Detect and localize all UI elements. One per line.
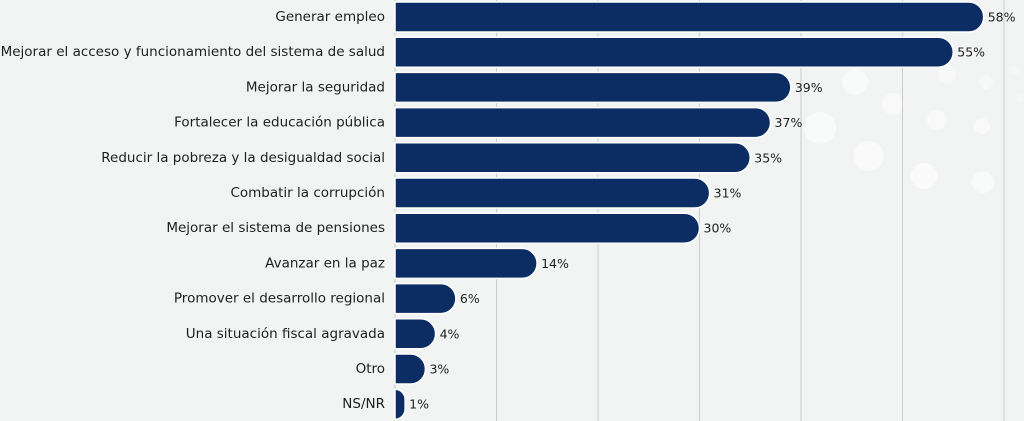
category-label: Fortalecer la educación pública xyxy=(174,115,385,131)
bar xyxy=(394,318,437,350)
value-label: 31% xyxy=(714,186,742,201)
decor-dot xyxy=(1016,94,1024,102)
decor-dot xyxy=(911,163,937,189)
value-label: 6% xyxy=(460,291,480,306)
bar xyxy=(394,247,538,280)
decor-dot xyxy=(960,43,970,53)
value-label: 30% xyxy=(704,221,732,236)
category-label: Avanzar en la paz xyxy=(265,255,385,271)
bar xyxy=(394,142,752,174)
category-label: Mejorar la seguridad xyxy=(246,79,385,95)
decor-dot xyxy=(972,171,994,193)
value-label: 55% xyxy=(957,45,985,60)
decor-dot xyxy=(842,69,868,95)
value-label: 58% xyxy=(988,10,1016,25)
decor-dot xyxy=(927,110,947,130)
decor-dot xyxy=(882,93,904,115)
value-labels: 58% 55% 39% 37% 35% 31% 30% 14% 6% 4% 3% 1% xyxy=(409,10,1015,412)
decor-dot xyxy=(854,141,884,171)
value-label: 3% xyxy=(429,362,449,377)
category-labels: Generar empleo Mejorar el acceso y funcio… xyxy=(1,9,385,412)
bar xyxy=(394,106,772,139)
bar xyxy=(394,388,406,420)
category-label: Mejorar el acceso y funcionamiento del s… xyxy=(1,44,385,60)
bar xyxy=(394,71,792,104)
value-label: 4% xyxy=(440,326,460,341)
value-label: 37% xyxy=(775,115,803,130)
category-label: Promover el desarrollo regional xyxy=(174,291,385,307)
bar xyxy=(394,282,457,315)
decor-dot xyxy=(804,112,836,144)
bar xyxy=(394,1,985,33)
decor-dot xyxy=(974,118,990,134)
bars xyxy=(394,1,985,420)
category-label: NS/NR xyxy=(342,396,385,412)
category-label: Reducir la pobreza y la desigualdad soci… xyxy=(101,150,385,166)
value-label: 14% xyxy=(541,256,569,271)
category-label: Mejorar el sistema de pensiones xyxy=(166,220,385,236)
category-label: Generar empleo xyxy=(275,9,385,25)
value-label: 39% xyxy=(795,80,823,95)
bar xyxy=(394,353,427,385)
background-decoration xyxy=(804,43,1024,193)
bar xyxy=(394,177,711,209)
value-label: 35% xyxy=(754,150,782,165)
bar xyxy=(394,212,701,244)
value-label: 1% xyxy=(409,397,429,412)
grid-lines xyxy=(394,0,1005,421)
decor-dot xyxy=(1009,65,1019,75)
decor-dot xyxy=(938,65,956,83)
decor-dot xyxy=(979,75,993,89)
category-label: Otro xyxy=(356,361,385,377)
category-label: Combatir la corrupción xyxy=(230,185,385,201)
category-label: Una situación fiscal agravada xyxy=(186,326,385,342)
bar xyxy=(394,36,955,68)
